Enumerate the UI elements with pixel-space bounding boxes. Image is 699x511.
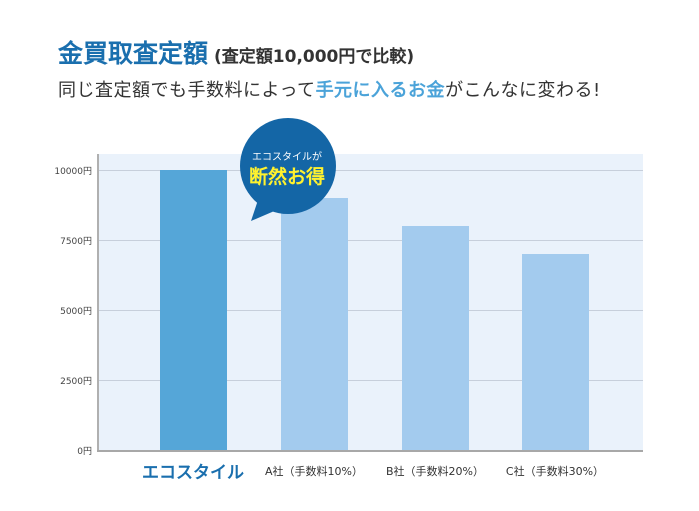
gridline-10000 [98, 170, 643, 171]
lead-text: 同じ査定額でも手数料によって手元に入るお金がこんなに変わる! [58, 76, 601, 102]
callout-line2: 断然お得 [248, 166, 325, 188]
y-tick-label: 10000円 [54, 167, 92, 177]
callout-line1: エコスタイルが [252, 152, 322, 163]
gridline-5000 [98, 310, 643, 311]
x-axis [97, 450, 643, 452]
y-tick-label: 2500円 [60, 377, 92, 387]
x-label-company-a: A社（手数料10%） [265, 465, 363, 478]
y-axis [97, 154, 99, 452]
y-tick-label: 7500円 [60, 237, 92, 247]
y-tick-label: 5000円 [60, 307, 92, 317]
x-label-company-c: C社（手数料30%） [505, 465, 605, 478]
bar-ecostyle [160, 170, 227, 450]
lead-highlight: 手元に入るお金 [315, 80, 446, 101]
gridline-7500 [98, 240, 643, 241]
chart-title: 金買取査定額 (査定額10,000円で比較) [58, 34, 414, 70]
x-label-ecostyle: エコスタイル [142, 463, 244, 483]
x-label-company-b: B社（手数料20%） [386, 465, 484, 478]
title-main: 金買取査定額 [58, 39, 209, 68]
y-tick-label: 0円 [77, 447, 92, 457]
title-subtitle: (査定額10,000円で比較) [214, 47, 415, 67]
bar-company-b [402, 226, 469, 450]
callout-bubble: エコスタイルが 断然お得 [237, 117, 337, 221]
gridline-2500 [98, 380, 643, 381]
bar-company-c [522, 254, 589, 450]
bar-company-a [281, 198, 348, 450]
lead-before: 同じ査定額でも手数料によって [58, 80, 316, 101]
lead-after: がこんなに変わる! [445, 80, 601, 101]
speech-bubble-icon [240, 118, 336, 221]
